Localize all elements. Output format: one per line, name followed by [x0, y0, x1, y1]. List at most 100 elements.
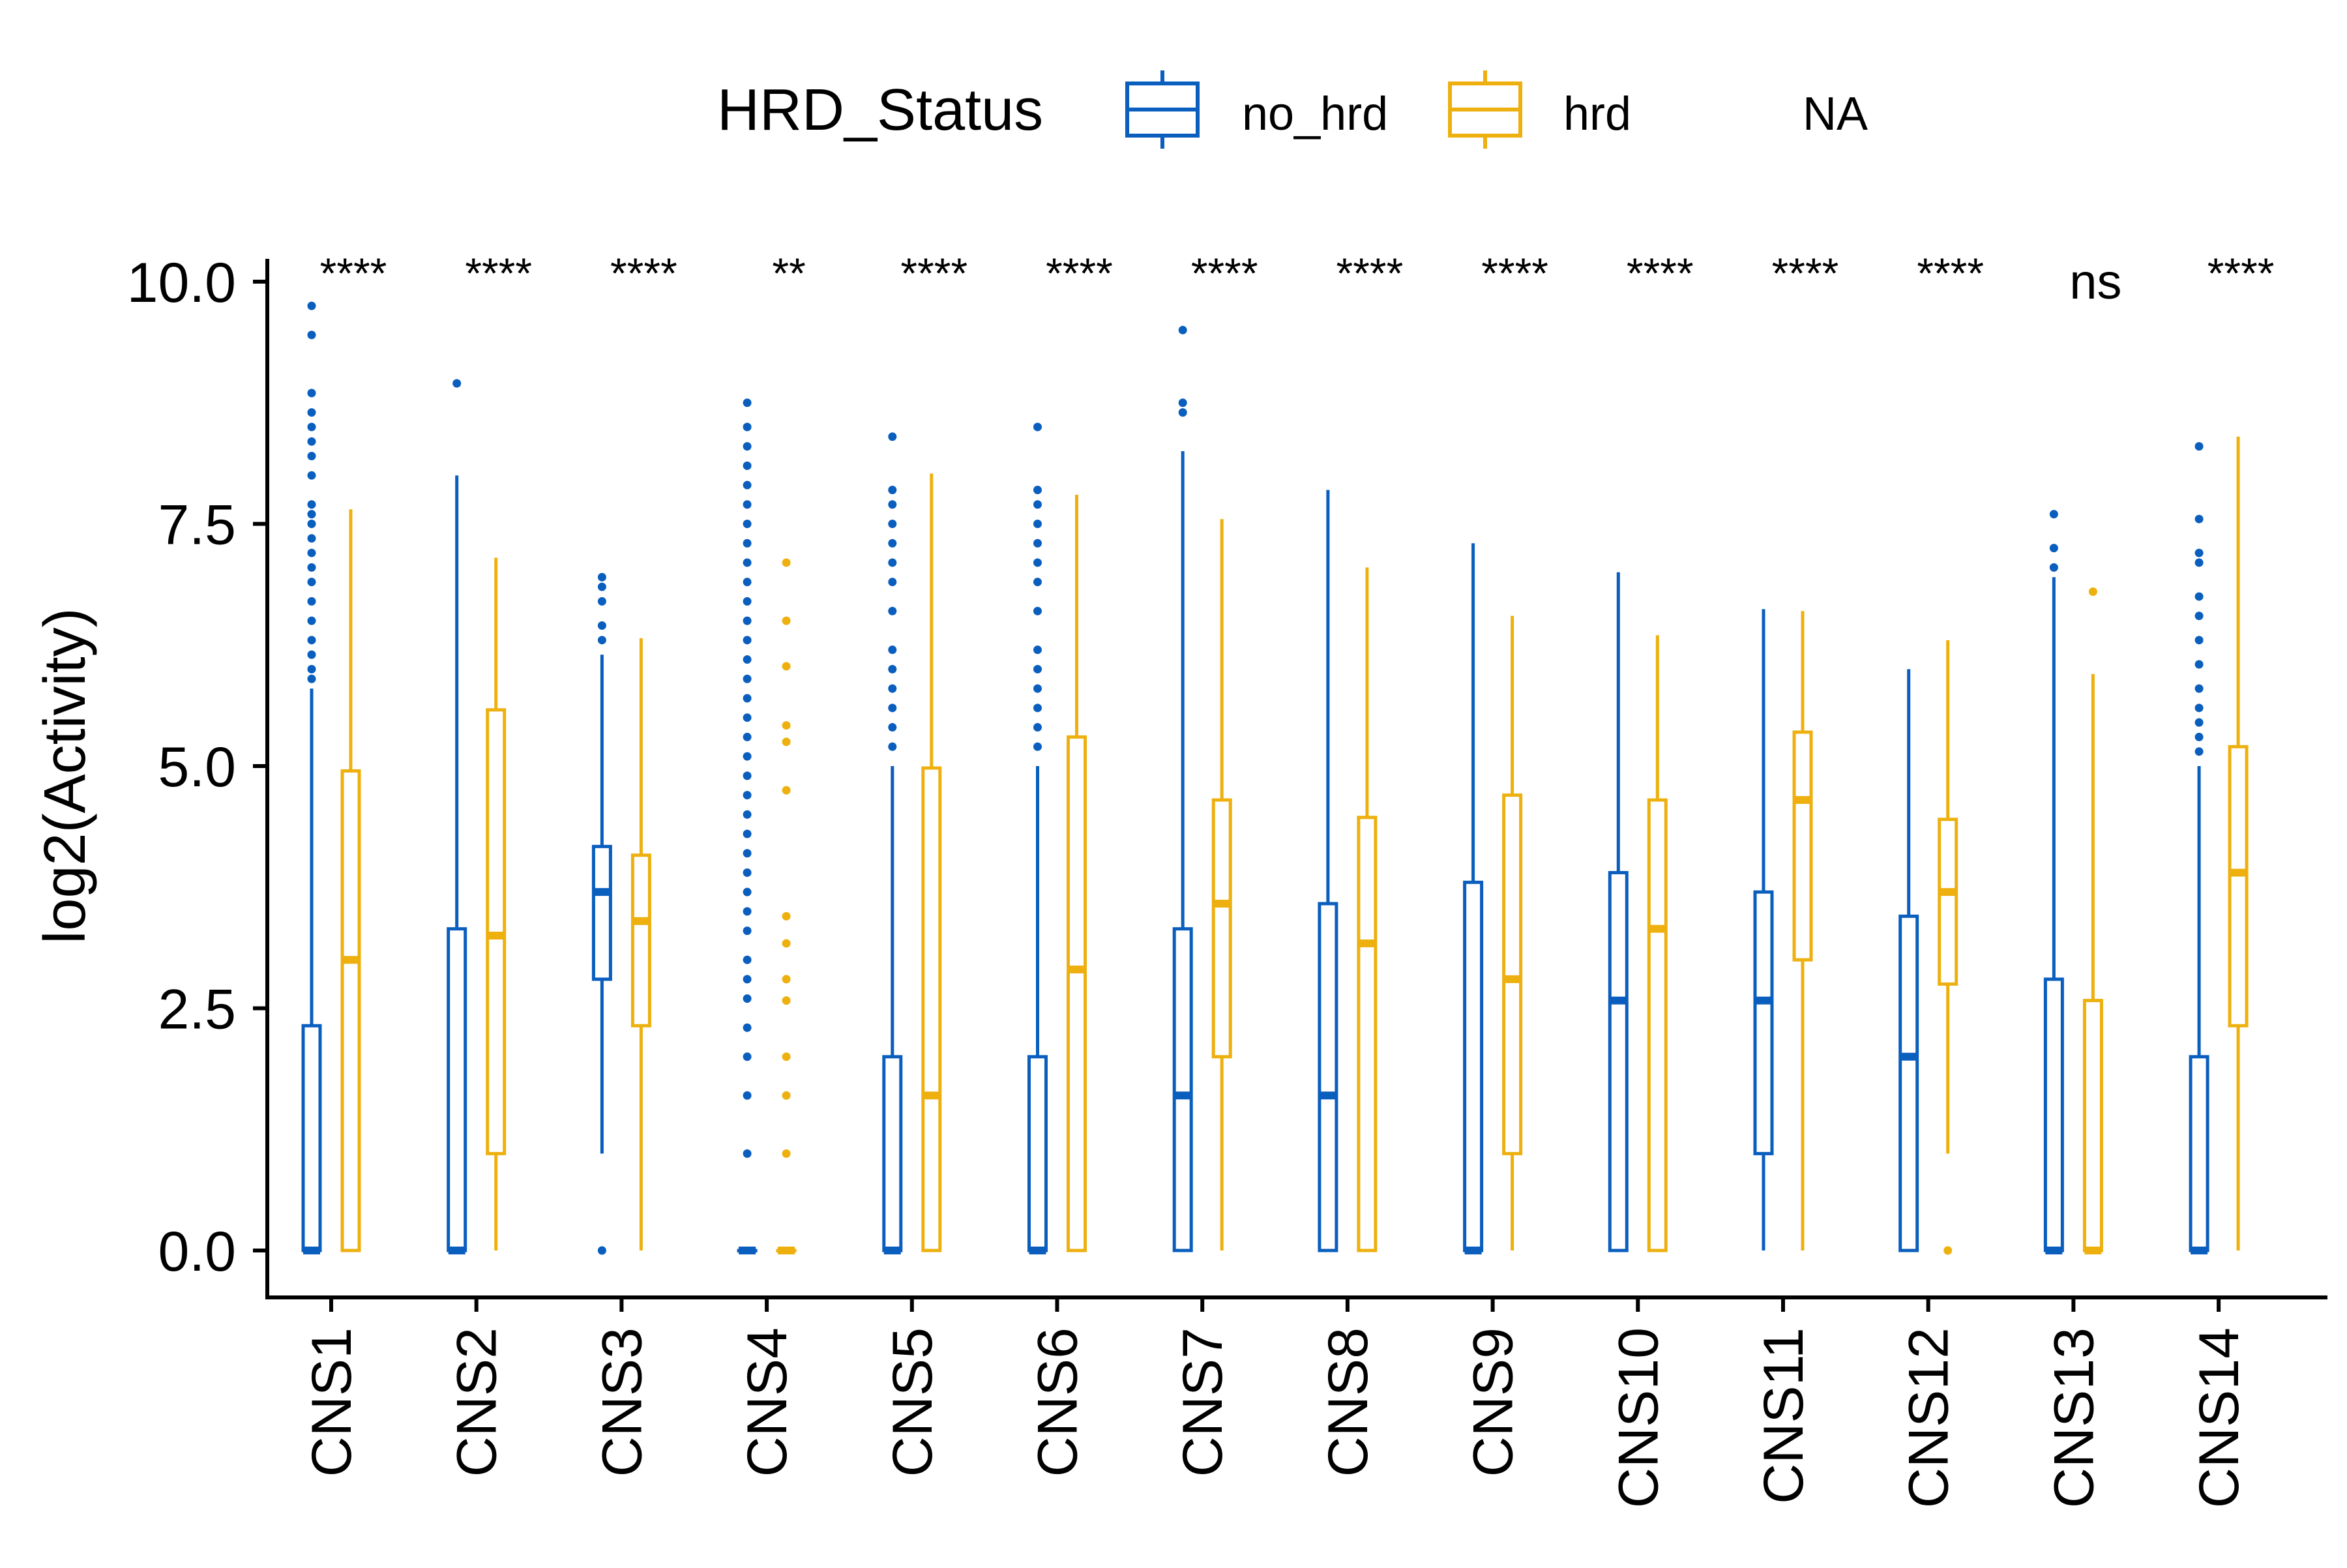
outlier-point [307, 471, 316, 480]
x-tick-label: CNS11 [1752, 1327, 1815, 1504]
outlier-point [743, 1091, 752, 1100]
outlier-point [743, 442, 752, 451]
box-iqr [1172, 927, 1193, 1252]
outlier-point [743, 461, 752, 470]
significance-label: **** [1772, 249, 1839, 297]
outlier-point [1033, 723, 1042, 732]
outlier-point [597, 597, 606, 606]
box-iqr [882, 1055, 903, 1252]
outlier-point [782, 1091, 791, 1100]
outlier-point [2088, 587, 2097, 597]
box-hrd-cns4 [776, 558, 797, 1254]
box-hrd-cns11 [1792, 611, 1813, 1250]
outlier-point [888, 520, 897, 528]
outlier-point [743, 655, 752, 664]
box-iqr [1067, 735, 1087, 1252]
box-hrd-cns2 [486, 557, 507, 1250]
significance-label: **** [610, 249, 677, 297]
box-no-hrd-cns7 [1172, 325, 1193, 1252]
significance-label: **** [2207, 249, 2275, 297]
box-iqr [591, 844, 612, 981]
legend-key-no-hrd [1125, 70, 1200, 149]
outlier-point [743, 1149, 752, 1158]
outlier-point [743, 674, 752, 683]
outlier-point [2194, 612, 2204, 621]
x-tick-label: CNS7 [1172, 1327, 1234, 1477]
box-iqr [1357, 816, 1378, 1252]
outlier-point [1033, 539, 1042, 548]
outlier-point [743, 926, 752, 936]
box-iqr [1898, 914, 1919, 1252]
box-iqr [1647, 798, 1668, 1252]
outlier-point [2049, 563, 2058, 572]
box-no-hrd-cns6 [1027, 422, 1048, 1254]
outlier-point [307, 664, 316, 673]
legend-label-na: NA [1803, 88, 1868, 140]
outlier-point [1033, 558, 1042, 567]
significance-label: **** [465, 249, 532, 297]
significance-label: **** [1191, 249, 1258, 297]
outlier-point [2049, 510, 2058, 519]
legend-title: HRD_Status [717, 78, 1043, 143]
box-no-hrd-cns2 [447, 379, 467, 1254]
box-no-hrd-cns14 [2189, 442, 2209, 1254]
x-tick-label: CNS8 [1317, 1327, 1380, 1477]
box-hrd-cns7 [1211, 519, 1232, 1250]
legend-entry-na: NA [1803, 88, 1868, 140]
outlier-point [307, 650, 316, 659]
significance-label: ** [772, 249, 805, 297]
outlier-point [782, 975, 791, 984]
outlier-point [888, 684, 897, 693]
box-hrd-cns1 [340, 509, 361, 1252]
outlier-point [2194, 718, 2204, 727]
legend-entry-hrd: hrd [1448, 70, 1631, 149]
outlier-point [743, 907, 752, 916]
outlier-point [307, 674, 316, 683]
outlier-point [307, 616, 316, 625]
legend-label-no-hrd: no_hrd [1242, 88, 1388, 140]
outlier-point [782, 737, 791, 747]
outlier-point [743, 578, 752, 587]
box-no-hrd-cns4 [737, 398, 758, 1254]
box-no-hrd-cns9 [1463, 543, 1484, 1254]
box-iqr [1027, 1055, 1048, 1252]
y-tick-label: 7.5 [158, 494, 236, 557]
legend-key-hrd [1448, 70, 1522, 149]
outlier-point [888, 606, 897, 615]
box-hrd-cns9 [1502, 615, 1523, 1250]
outlier-point [782, 786, 791, 795]
outlier-point [1033, 485, 1042, 494]
y-tick-label: 2.5 [158, 979, 236, 1041]
outlier-point [597, 572, 606, 582]
significance-label: **** [1627, 249, 1694, 297]
x-tick-label: CNS6 [1027, 1327, 1089, 1477]
outlier-point [782, 721, 791, 730]
outlier-point [1178, 398, 1187, 407]
outlier-point [307, 578, 316, 587]
significance-label: **** [1336, 249, 1404, 297]
box-iqr [2082, 999, 2103, 1252]
outlier-point [597, 621, 606, 630]
outlier-point [743, 713, 752, 722]
x-tick-label: CNS3 [591, 1327, 653, 1477]
outlier-point [1178, 408, 1187, 417]
box-iqr [1463, 880, 1484, 1252]
outlier-point [782, 1149, 791, 1158]
outlier-point [888, 742, 897, 751]
outlier-point [743, 539, 752, 548]
outlier-point [743, 597, 752, 606]
outlier-point [888, 703, 897, 713]
outlier-point [743, 694, 752, 703]
outlier-point [307, 301, 316, 310]
outlier-point [888, 539, 897, 548]
box-iqr [1502, 793, 1523, 1155]
outlier-point [1033, 520, 1042, 528]
outlier-point [743, 732, 752, 741]
outlier-point [782, 996, 791, 1005]
box-iqr [447, 927, 467, 1252]
outlier-point [743, 616, 752, 625]
box-hrd-cns12 [1938, 640, 1958, 1255]
outlier-point [1178, 325, 1187, 334]
y-tick-label: 5.0 [158, 736, 236, 799]
